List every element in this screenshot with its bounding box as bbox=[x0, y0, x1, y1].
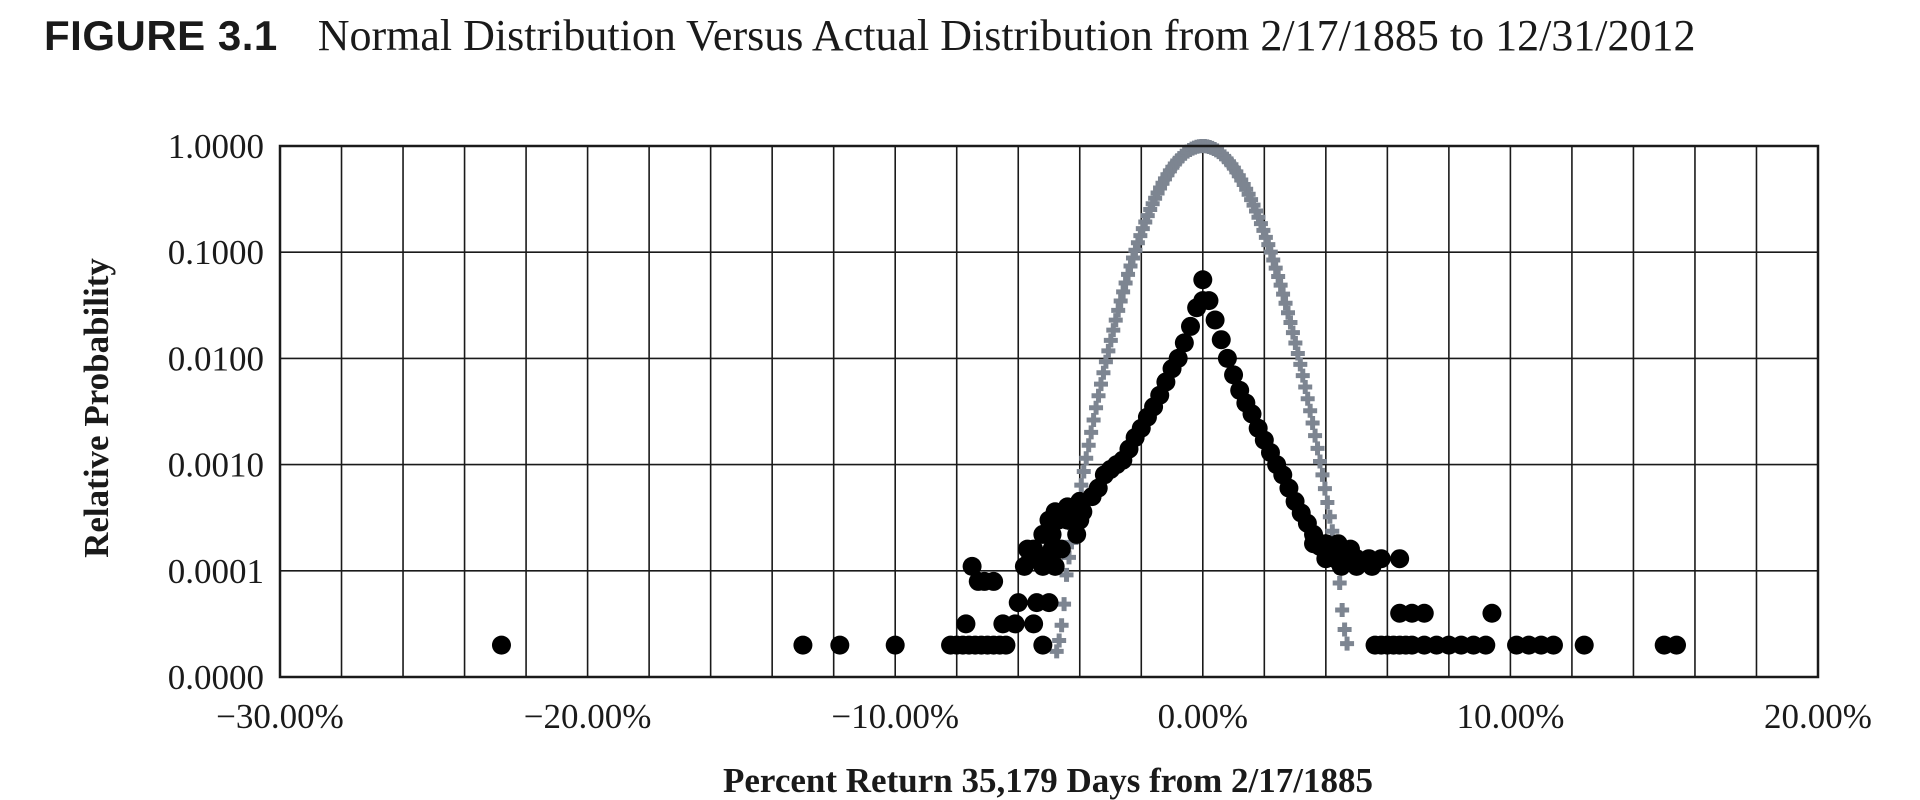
actual-data-point bbox=[1362, 556, 1382, 576]
normal-plus-marker bbox=[1337, 622, 1352, 637]
normal-plus-marker bbox=[1305, 416, 1320, 431]
actual-data-point bbox=[962, 556, 982, 576]
actual-data-point bbox=[1667, 635, 1687, 655]
normal-plus-marker bbox=[1298, 380, 1313, 395]
y-tick-label: 1.0000 bbox=[168, 127, 264, 166]
normal-plus-marker bbox=[1052, 633, 1067, 648]
y-axis-label: Relative Probability bbox=[77, 258, 116, 558]
normal-plus-marker bbox=[1300, 391, 1315, 406]
y-tick-label: 0.0010 bbox=[168, 446, 264, 485]
actual-data-point bbox=[1331, 556, 1351, 576]
normal-plus-marker bbox=[1089, 400, 1104, 415]
normal-plus-marker bbox=[1320, 495, 1335, 510]
actual-data-point bbox=[1039, 593, 1059, 613]
x-axis-label: Percent Return 35,179 Days from 2/17/188… bbox=[723, 761, 1373, 800]
normal-plus-marker bbox=[1310, 441, 1325, 456]
actual-data-point bbox=[1180, 316, 1200, 336]
normal-plus-marker bbox=[1076, 464, 1091, 479]
actual-data-point bbox=[1217, 348, 1237, 368]
actual-data-point bbox=[1543, 635, 1563, 655]
x-tick-label: 20.00% bbox=[1764, 697, 1872, 736]
actual-data-point bbox=[1193, 270, 1213, 290]
actual-data-point bbox=[1051, 539, 1071, 559]
actual-data-point bbox=[1347, 556, 1367, 576]
y-tick-label: 0.1000 bbox=[168, 233, 264, 272]
normal-plus-marker bbox=[1308, 428, 1323, 443]
y-tick-label: 0.0000 bbox=[168, 658, 264, 697]
normal-plus-marker bbox=[1332, 576, 1347, 591]
y-tick-label: 0.0001 bbox=[168, 552, 264, 591]
actual-data-point bbox=[956, 614, 976, 634]
normal-plus-marker bbox=[1340, 636, 1355, 651]
actual-data-point bbox=[1024, 614, 1044, 634]
actual-distribution-series bbox=[491, 270, 1687, 655]
figure-heading: FIGURE 3.1 Normal Distribution Versus Act… bbox=[44, 10, 1696, 61]
actual-data-point bbox=[1024, 539, 1044, 559]
actual-data-point bbox=[1008, 593, 1028, 613]
actual-data-point bbox=[830, 635, 850, 655]
actual-data-point bbox=[1042, 524, 1062, 544]
figure-label: FIGURE 3.1 bbox=[44, 12, 278, 59]
actual-data-point bbox=[1482, 603, 1502, 623]
x-tick-labels: −30.00% −20.00% −10.00% 0.00% 10.00% 20.00% bbox=[216, 697, 1872, 736]
x-tick-label: −30.00% bbox=[216, 697, 344, 736]
actual-data-point bbox=[1174, 333, 1194, 353]
actual-data-point bbox=[1242, 404, 1262, 424]
actual-data-point bbox=[1067, 524, 1087, 544]
actual-data-point bbox=[1574, 635, 1594, 655]
actual-data-point bbox=[885, 635, 905, 655]
actual-data-point bbox=[1390, 549, 1410, 569]
x-tick-label: −20.00% bbox=[524, 697, 652, 736]
normal-plus-marker bbox=[1057, 597, 1072, 612]
normal-distribution-series bbox=[1049, 139, 1355, 659]
normal-plus-marker bbox=[1313, 454, 1327, 469]
normal-plus-marker bbox=[1303, 403, 1318, 418]
actual-data-point bbox=[1199, 291, 1219, 311]
x-tick-label: 10.00% bbox=[1456, 697, 1564, 736]
normal-plus-marker bbox=[1317, 481, 1332, 496]
normal-plus-marker bbox=[1335, 603, 1350, 618]
actual-data-point bbox=[793, 635, 813, 655]
plot-frame bbox=[278, 144, 1820, 679]
actual-data-point bbox=[1168, 348, 1188, 368]
actual-data-point bbox=[1414, 603, 1434, 623]
normal-plus-marker bbox=[1081, 438, 1096, 453]
normal-plus-marker bbox=[1059, 567, 1074, 582]
x-tick-label: −10.00% bbox=[831, 697, 959, 736]
actual-data-point bbox=[1005, 614, 1025, 634]
actual-data-point bbox=[1211, 330, 1231, 350]
normal-plus-marker bbox=[1322, 509, 1337, 524]
actual-data-point bbox=[1033, 635, 1053, 655]
actual-data-point bbox=[1205, 310, 1225, 330]
normal-plus-marker bbox=[1054, 618, 1069, 633]
actual-data-point bbox=[491, 635, 511, 655]
y-tick-label: 0.0100 bbox=[168, 339, 264, 378]
actual-data-point bbox=[1224, 365, 1244, 385]
actual-data-point bbox=[984, 571, 1004, 591]
normal-plus-marker bbox=[1074, 478, 1089, 493]
figure-caption: Normal Distribution Versus Actual Distri… bbox=[317, 11, 1696, 60]
normal-plus-marker bbox=[1325, 524, 1340, 539]
normal-plus-marker bbox=[1315, 467, 1330, 482]
actual-data-point bbox=[1476, 635, 1496, 655]
normal-plus-marker bbox=[1079, 451, 1094, 466]
normal-plus-marker bbox=[1086, 412, 1101, 427]
normal-plus-marker bbox=[1084, 425, 1099, 440]
y-tick-labels: 0.0000 0.0001 0.0010 0.0100 0.1000 1.0000 bbox=[168, 127, 264, 697]
x-tick-label: 0.00% bbox=[1158, 697, 1248, 736]
actual-data-point bbox=[996, 635, 1016, 655]
